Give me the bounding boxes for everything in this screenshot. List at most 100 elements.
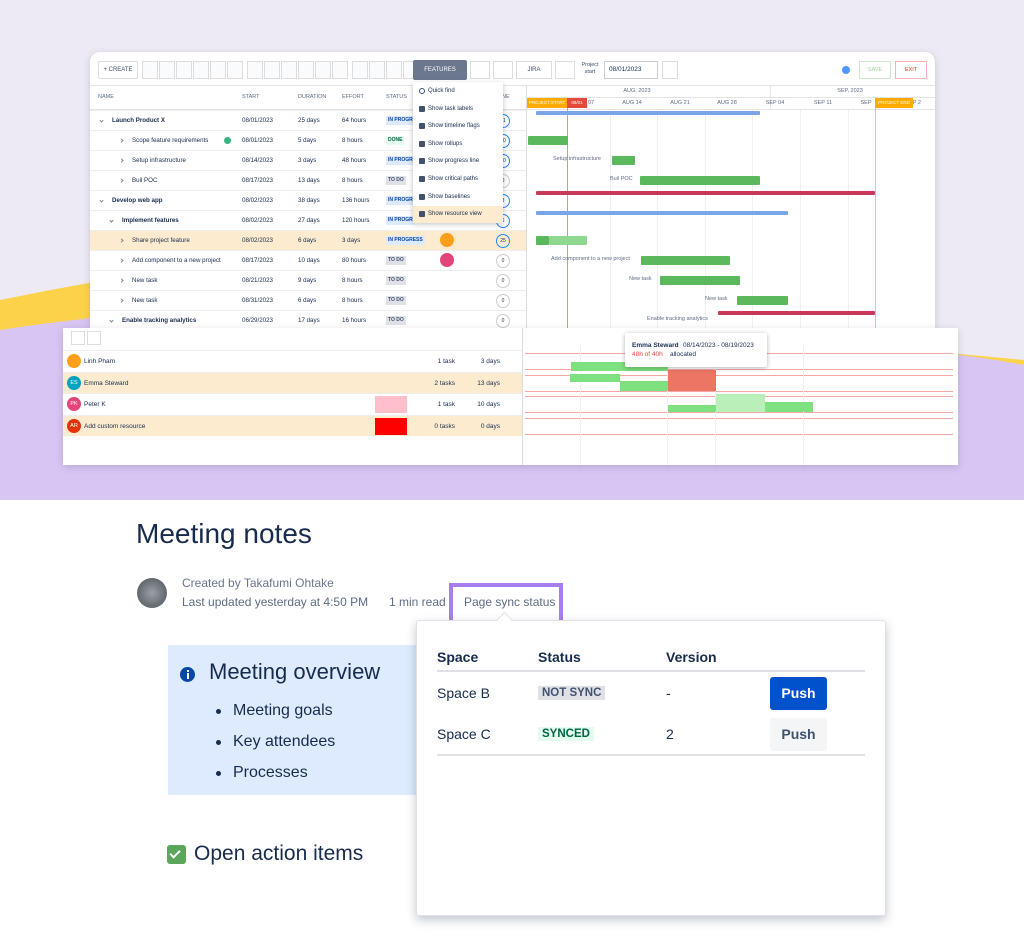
menu-checkbox bbox=[419, 105, 425, 112]
cell: 13 days bbox=[298, 177, 320, 184]
tool-icon[interactable] bbox=[159, 61, 175, 79]
sync-link[interactable]: Page sync status bbox=[464, 595, 556, 609]
features-button[interactable]: FEATURES bbox=[413, 60, 467, 80]
tool-icon[interactable] bbox=[281, 61, 297, 79]
checkbox-icon bbox=[167, 845, 186, 864]
progress-ring: 0 bbox=[496, 274, 510, 288]
menu-item[interactable]: Quick find bbox=[413, 83, 503, 100]
menu-label: Show task labels bbox=[428, 105, 474, 112]
tool-icon[interactable] bbox=[193, 61, 209, 79]
status-lozenge: TO DO bbox=[386, 276, 406, 285]
delete-resource-button[interactable] bbox=[87, 331, 101, 345]
week-label: SEP 04 bbox=[765, 100, 785, 106]
resource-avatar bbox=[67, 354, 81, 368]
week-label: EP 2 bbox=[909, 100, 921, 106]
resource-avatar: AR bbox=[67, 418, 81, 433]
cell: 6 days bbox=[298, 237, 317, 244]
push-button[interactable]: Push bbox=[770, 677, 827, 710]
project-start-date[interactable]: 08/01/2023 bbox=[604, 61, 658, 79]
column-header: START bbox=[242, 94, 260, 100]
menu-item[interactable]: Show critical paths bbox=[413, 171, 503, 188]
assignee-avatar bbox=[440, 253, 454, 267]
column-header: DURATION bbox=[298, 94, 327, 100]
cell: 08/21/2023 bbox=[242, 277, 273, 284]
sync-popup: Space Status Version Space B NOT SYNC - Push Sp… bbox=[416, 620, 886, 916]
status-lozenge: IN PROGR bbox=[386, 156, 415, 165]
column-header: NE bbox=[502, 94, 510, 100]
tool-icon[interactable] bbox=[352, 61, 368, 79]
action-items-heading: Open action items bbox=[194, 842, 364, 865]
task-row: Add component to a new project 08/17/2023… bbox=[90, 250, 526, 270]
tool-icon[interactable] bbox=[142, 61, 158, 79]
tooltip-name: Emma Steward bbox=[632, 342, 679, 349]
tool-icon[interactable] bbox=[369, 61, 385, 79]
add-resource-button[interactable] bbox=[71, 331, 85, 345]
tool-icon[interactable] bbox=[298, 61, 314, 79]
task-row: New task 08/21/2023 9 days 8 hours TO DO 0 bbox=[90, 270, 526, 290]
row-caret bbox=[99, 198, 104, 203]
tool-icon[interactable] bbox=[247, 61, 263, 79]
cell: 8 hours bbox=[342, 277, 363, 284]
cell: 8 hours bbox=[342, 177, 363, 184]
menu-item[interactable]: Show resource view bbox=[413, 206, 503, 224]
jira-button[interactable]: JIRA bbox=[516, 61, 552, 79]
task-name: Buil POC bbox=[132, 177, 158, 184]
bar-label: New task bbox=[629, 276, 652, 282]
cell: 3 days bbox=[342, 237, 361, 244]
author-avatar bbox=[137, 578, 167, 608]
column-header: EFFORT bbox=[342, 94, 364, 100]
page-title: Meeting notes bbox=[136, 518, 312, 549]
menu-item[interactable]: Show progress line bbox=[413, 153, 503, 170]
week-label: SEP 11 bbox=[813, 100, 833, 106]
menu-button[interactable] bbox=[555, 61, 575, 79]
menu-label: Show critical paths bbox=[428, 176, 479, 182]
status-lozenge: IN PROGR bbox=[386, 116, 415, 125]
resource-row: PK Peter K 1 task 10 days bbox=[63, 393, 522, 414]
settings-button[interactable] bbox=[662, 61, 678, 79]
filter-button[interactable] bbox=[493, 61, 513, 79]
task-row: Buil POC 08/17/2023 13 days 8 hours TO DO 0 bbox=[90, 170, 526, 190]
task-row: Setup infrastructure 08/14/2023 3 days 48 h… bbox=[90, 150, 526, 170]
create-button[interactable]: + CREATE bbox=[98, 61, 138, 79]
exit-button[interactable]: EXIT bbox=[895, 61, 927, 79]
tool-icon[interactable] bbox=[386, 61, 402, 79]
sync-column-header: Version bbox=[666, 649, 717, 665]
created-by: Created by Takafumi Ohtake bbox=[182, 576, 334, 590]
view-button[interactable] bbox=[470, 61, 490, 79]
tool-icon[interactable] bbox=[176, 61, 192, 79]
sync-version: 2 bbox=[666, 726, 674, 742]
menu-item[interactable]: Show baselines bbox=[413, 189, 503, 206]
menu-item[interactable]: Show timeline flags bbox=[413, 118, 503, 135]
progress-ring: 0 bbox=[496, 314, 510, 328]
save-button[interactable]: SAVE bbox=[859, 61, 891, 79]
week-gridline bbox=[610, 110, 611, 328]
toolbar-divider bbox=[90, 85, 935, 86]
capacity-line bbox=[525, 390, 953, 392]
cell: 10 days bbox=[298, 257, 320, 264]
sync-space: Space B bbox=[437, 685, 490, 701]
week-label: 07 bbox=[587, 100, 595, 106]
tool-icon[interactable] bbox=[264, 61, 280, 79]
task-name: New task bbox=[132, 297, 158, 304]
bar-label: Setup infrastructure bbox=[553, 156, 601, 162]
menu-label: Show baselines bbox=[428, 193, 471, 200]
tool-icon[interactable] bbox=[315, 61, 331, 79]
task-row: Develop web app 08/02/2023 38 days 136 hour… bbox=[90, 190, 526, 210]
tool-icon[interactable] bbox=[210, 61, 226, 79]
overview-title: Meeting overview bbox=[209, 659, 381, 684]
month-label: AUG, 2023 bbox=[623, 88, 651, 94]
allocation-bar bbox=[668, 370, 716, 391]
menu-item[interactable]: Show task labels bbox=[413, 101, 503, 118]
tool-icon[interactable] bbox=[332, 61, 348, 79]
sync-status: SYNCED bbox=[538, 727, 594, 741]
bar-label: New task bbox=[705, 296, 728, 302]
panel-divider bbox=[522, 328, 523, 465]
info-icon-stem bbox=[186, 673, 189, 679]
resource-row: Linh Pham 1 task 3 days bbox=[63, 350, 522, 371]
bar-label: Enable tracking analytics bbox=[647, 316, 708, 322]
push-button[interactable]: Push bbox=[770, 718, 827, 751]
tool-icon[interactable] bbox=[227, 61, 243, 79]
gantt-bar bbox=[536, 111, 760, 115]
menu-item[interactable]: Show rollups bbox=[413, 136, 503, 153]
project-start-label: Project start bbox=[581, 62, 599, 75]
